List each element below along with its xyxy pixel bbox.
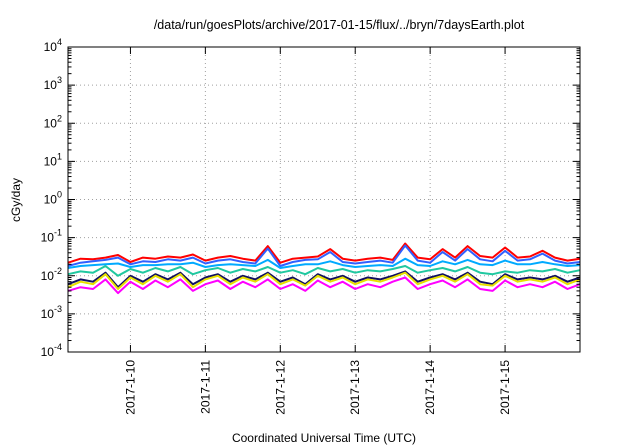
x-tick-label: 2017-1-14: [423, 360, 437, 415]
plot-frame: [67, 46, 581, 353]
y-tick-label: 10-2: [41, 266, 62, 283]
y-tick-label: 10-1: [41, 228, 62, 245]
x-axis-ticks: 2017-1-10 2017-1-11 2017-1-12 2017-1-13 2017…: [123, 47, 512, 415]
y-tick-label: 104: [44, 37, 62, 54]
series-line-6: [67, 271, 581, 290]
x-tick-label: 2017-1-13: [348, 360, 362, 415]
x-tick-label: 2017-1-11: [198, 360, 212, 414]
y-axis-label: cGy/day: [9, 178, 23, 222]
series-line-3: [67, 257, 581, 269]
x-tick-label: 2017-1-15: [498, 360, 512, 415]
y-tick-label: 102: [44, 113, 62, 130]
y-tick-label: 100: [44, 190, 62, 207]
x-tick-label: 2017-1-10: [123, 360, 137, 415]
grid: [68, 47, 580, 352]
series-line-5: [67, 270, 581, 289]
series-line-7: [67, 276, 581, 295]
series-lines: [67, 242, 581, 295]
series-line-4: [67, 265, 581, 277]
y-axis-ticks: 10-4 10-3 10-2 10-1 100 101 102 103 104: [41, 37, 580, 359]
y-tick-label: 10-4: [41, 342, 62, 359]
x-axis-label: Coordinated Universal Time (UTC): [232, 431, 416, 445]
series-line-2: [67, 244, 581, 267]
x-tick-label: 2017-1-12: [273, 360, 287, 415]
series-line-1: [67, 242, 581, 264]
y-tick-label: 103: [44, 75, 62, 92]
y-tick-label: 101: [44, 151, 62, 168]
chart-title: /data/run/goesPlots/archive/2017-01-15/f…: [154, 18, 525, 32]
y-tick-label: 10-3: [41, 304, 62, 321]
